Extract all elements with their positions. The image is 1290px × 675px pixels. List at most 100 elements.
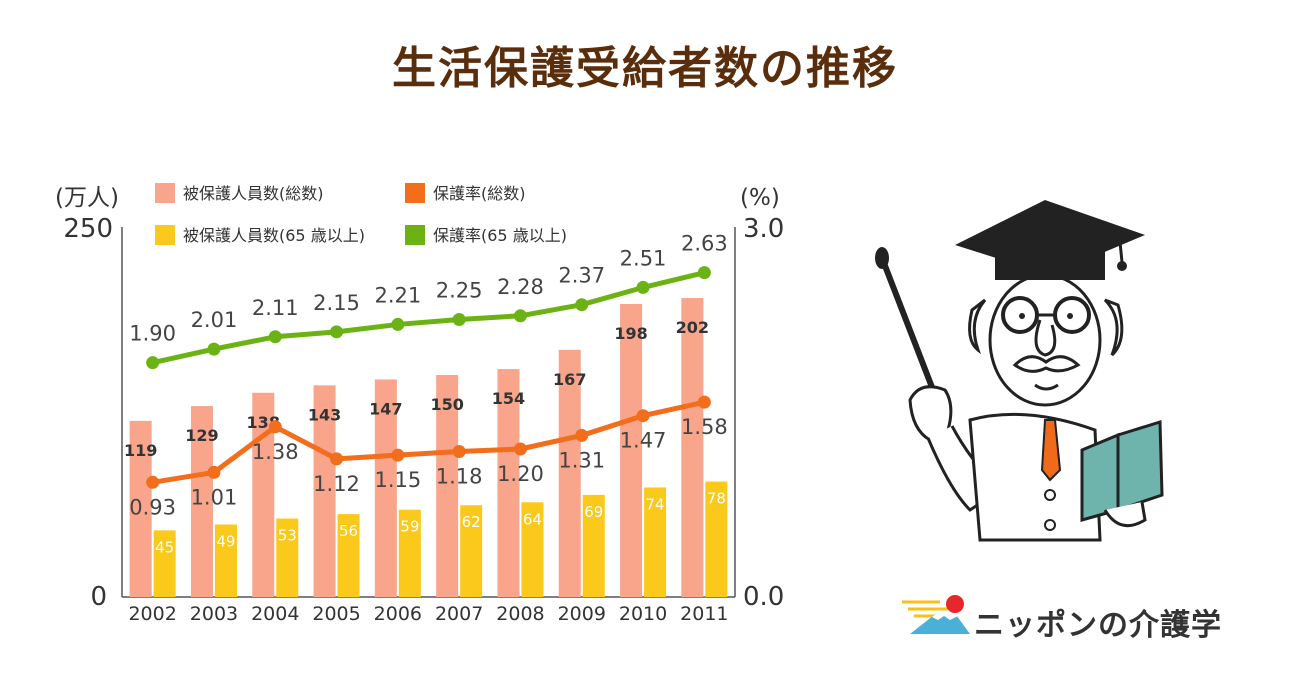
bar-total-label: 119 (124, 441, 157, 460)
bar-total (497, 369, 520, 597)
legend-label: 保護率(総数) (433, 184, 526, 203)
logo-text: ニッポンの介護学 (974, 608, 1222, 643)
chart-svg: (万人) 250 0 (%) 3.0 0.0 被保護人員数(総数) 保護率(総数) 被保護人員数… (55, 183, 784, 625)
rate-65plus-label: 2.01 (191, 308, 238, 332)
bar-65plus-label: 56 (339, 522, 358, 540)
bar-65plus-label: 45 (155, 538, 174, 556)
rate-total-label: 1.12 (313, 472, 360, 496)
bar-65plus-label: 62 (462, 513, 481, 531)
rate-65plus-point (575, 298, 589, 312)
chart-title: 生活保護受給者数の推移 (392, 43, 898, 94)
bar-65plus-label: 53 (278, 527, 297, 545)
x-tick-label: 2003 (190, 603, 238, 625)
rate-65plus-point (513, 309, 527, 323)
rate-65plus-point (146, 356, 160, 370)
rate-total-point (513, 442, 527, 456)
x-tick-label: 2009 (558, 603, 606, 625)
rate-65plus-label: 2.21 (374, 283, 421, 307)
bar-total-label: 147 (369, 399, 402, 418)
bar-65plus (398, 509, 421, 597)
x-tick-label: 2010 (619, 603, 667, 625)
bar-total-label: 198 (614, 324, 647, 343)
bar-65plus-label: 59 (400, 518, 419, 536)
rate-total-point (330, 452, 344, 466)
bar-65plus (153, 530, 176, 597)
professor-illustration (875, 200, 1164, 542)
rate-total-line (152, 399, 705, 485)
bar-total (190, 406, 213, 597)
bar-65plus (214, 524, 237, 597)
rate-65plus-label: 1.90 (129, 322, 176, 346)
x-tick-label: 2002 (128, 603, 176, 625)
bar-total (558, 349, 581, 597)
rate-total-label: 1.47 (620, 429, 667, 453)
logo-mark (902, 595, 970, 634)
bar-65plus (582, 494, 605, 597)
bar-65plus-label: 49 (216, 532, 235, 550)
rate-65plus-label: 2.51 (620, 246, 667, 270)
bar-65plus-label: 78 (707, 490, 726, 508)
left-axis-unit: (万人) (55, 185, 119, 211)
bar-total (374, 379, 397, 597)
rate-total-label: 1.31 (558, 448, 605, 472)
x-tick-label: 2004 (251, 603, 299, 625)
rate-65plus-label: 2.11 (252, 296, 299, 320)
left-axis-tick-max: 250 (63, 214, 113, 244)
rate-65plus-point (391, 317, 405, 331)
rate-total-label: 1.58 (681, 415, 728, 439)
rate-65plus-line (152, 270, 705, 366)
bar-total (129, 420, 152, 597)
legend-swatch (405, 183, 425, 203)
rate-65plus-point (452, 313, 466, 326)
rate-total-point (268, 420, 282, 434)
bar-65plus-label: 64 (523, 510, 542, 528)
rate-65plus-label: 2.37 (558, 264, 605, 288)
bar-65plus (644, 487, 667, 597)
bar-total-label: 167 (553, 370, 586, 389)
legend-swatch (155, 225, 175, 245)
bar-total-label: 154 (492, 389, 525, 408)
rate-65plus-label: 2.15 (313, 291, 360, 315)
rate-65plus-label: 2.25 (436, 279, 483, 303)
bar-65plus (705, 481, 728, 597)
x-tick-label: 2005 (312, 603, 360, 625)
rate-65plus-point (268, 330, 282, 344)
legend-label: 被保護人員数(総数) (183, 184, 324, 203)
rate-total-label: 1.01 (191, 485, 238, 509)
bar-total (681, 298, 704, 597)
rate-65plus-point (207, 342, 221, 356)
bar-65plus-label: 69 (584, 503, 603, 521)
rate-total-point (452, 444, 466, 458)
x-tick-label: 2007 (435, 603, 483, 625)
bar-total-label: 202 (676, 318, 709, 337)
bar-total-label: 150 (430, 395, 463, 414)
rate-total-point (391, 448, 405, 462)
rate-total-label: 1.18 (436, 464, 483, 488)
rate-total-label: 1.15 (374, 468, 421, 492)
legend-label: 保護率(65 歳以上) (433, 226, 567, 245)
bar-total (620, 303, 643, 597)
rate-65plus-label: 2.63 (681, 232, 728, 256)
bar-total (313, 385, 336, 597)
legend-swatch (405, 225, 425, 245)
bar-65plus (276, 518, 299, 597)
rate-total-label: 1.38 (252, 440, 299, 464)
bar-total-label: 143 (308, 405, 341, 424)
bar-total-label: 129 (185, 426, 218, 445)
right-axis-tick-max: 3.0 (743, 214, 784, 244)
rate-total-point (636, 409, 650, 423)
rate-total-point (146, 475, 160, 489)
bar-65plus (337, 514, 360, 597)
rate-65plus-point (636, 280, 650, 294)
bar-65plus-label: 74 (646, 495, 665, 513)
rate-65plus-point (697, 266, 711, 280)
x-tick-label: 2011 (680, 603, 728, 625)
x-tick-label: 2008 (496, 603, 544, 625)
rate-65plus-point (330, 325, 344, 339)
left-axis-tick-min: 0 (90, 582, 107, 612)
legend-swatch (155, 183, 175, 203)
rate-total-point (207, 465, 221, 479)
rate-65plus-label: 2.28 (497, 275, 544, 299)
legend-label: 被保護人員数(65 歳以上) (183, 226, 365, 245)
rate-total-point (575, 428, 589, 442)
